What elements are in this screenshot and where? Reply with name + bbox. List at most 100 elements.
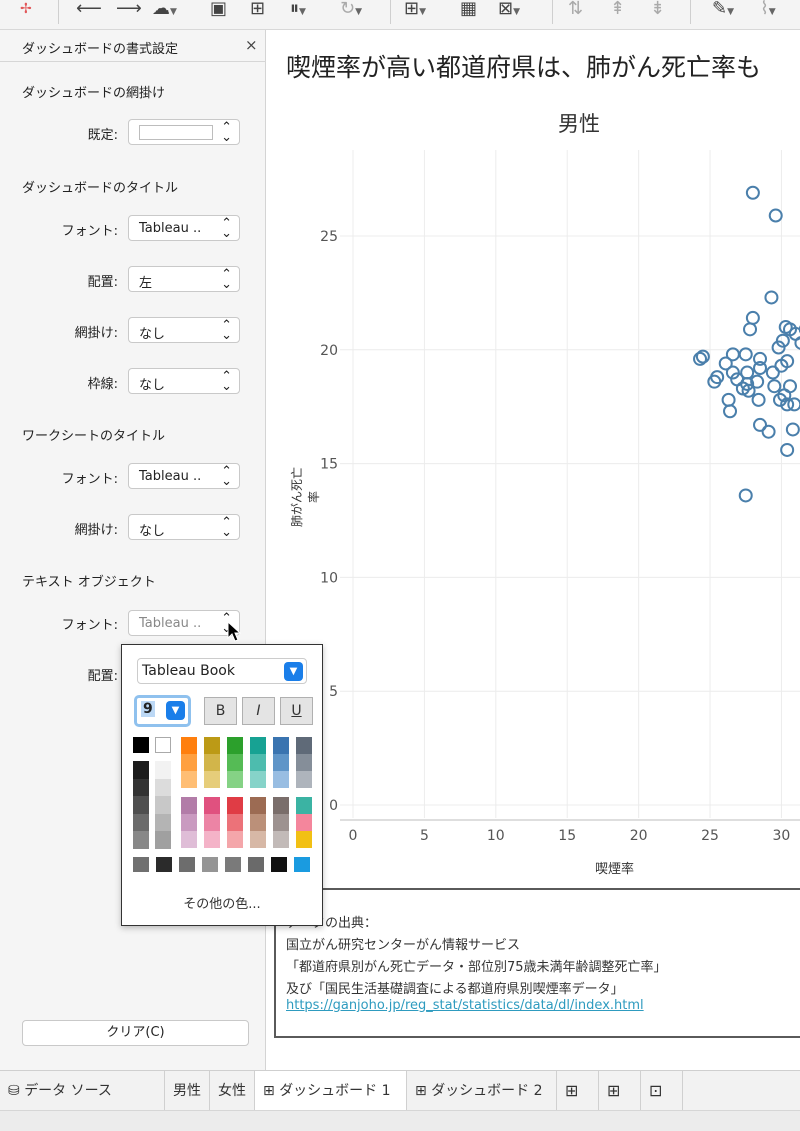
color-swatch[interactable] bbox=[273, 737, 289, 754]
color-swatch[interactable] bbox=[227, 814, 243, 831]
color-swatch[interactable] bbox=[296, 814, 312, 831]
color-swatch-recent[interactable] bbox=[294, 857, 310, 872]
swap-icon[interactable]: ⇅ bbox=[568, 0, 584, 19]
color-swatch[interactable] bbox=[204, 814, 220, 831]
ws-shade-select[interactable]: なし ⌃ ⌄ bbox=[128, 514, 240, 540]
color-swatch[interactable] bbox=[227, 771, 243, 788]
tab-male[interactable]: 男性 bbox=[165, 1071, 210, 1111]
color-swatch[interactable] bbox=[296, 797, 312, 814]
color-swatch[interactable] bbox=[250, 754, 266, 771]
color-swatch-recent[interactable] bbox=[156, 857, 172, 872]
italic-button[interactable]: I bbox=[242, 697, 275, 725]
save-icon[interactable]: ▣ bbox=[210, 0, 228, 19]
text-object-font-select[interactable]: Tableau .. ⌃ ⌄ bbox=[128, 610, 240, 636]
color-swatch-gray[interactable] bbox=[133, 796, 149, 814]
underline-button[interactable]: U bbox=[280, 697, 313, 725]
color-swatch-light-gray[interactable] bbox=[155, 796, 171, 814]
color-swatch[interactable] bbox=[273, 831, 289, 848]
refresh-icon[interactable]: ↻▼ bbox=[340, 0, 363, 19]
highlight-icon[interactable]: ✎▼ bbox=[712, 0, 735, 19]
new-dashboard-icon[interactable]: ⊞ bbox=[599, 1071, 641, 1111]
color-swatch[interactable] bbox=[250, 737, 266, 754]
new-worksheet-icon[interactable]: ⊞ bbox=[250, 0, 266, 19]
color-swatch[interactable] bbox=[296, 771, 312, 788]
color-swatch[interactable] bbox=[204, 737, 220, 754]
title-font-select[interactable]: Tableau .. ⌃ ⌄ bbox=[128, 215, 240, 241]
color-swatch[interactable] bbox=[227, 737, 243, 754]
new-worksheet-icon[interactable]: ⊞ bbox=[557, 1071, 599, 1111]
color-swatch[interactable] bbox=[181, 814, 197, 831]
color-swatch-recent[interactable] bbox=[225, 857, 241, 872]
color-swatch-recent[interactable] bbox=[202, 857, 218, 872]
color-swatch[interactable] bbox=[204, 771, 220, 788]
tab-data-source[interactable]: ⛁ データ ソース bbox=[0, 1071, 165, 1111]
clear-button[interactable]: クリア(C) bbox=[22, 1020, 249, 1046]
color-swatch[interactable] bbox=[296, 831, 312, 848]
color-swatch-light-gray[interactable] bbox=[155, 761, 171, 779]
color-swatch[interactable] bbox=[250, 797, 266, 814]
color-swatch-light-gray[interactable] bbox=[155, 778, 171, 796]
color-swatch[interactable] bbox=[273, 814, 289, 831]
pause-icon[interactable]: ⏸▼ bbox=[290, 0, 306, 19]
title-align-select[interactable]: 左 ⌃ ⌄ bbox=[128, 266, 240, 292]
color-swatch-gray[interactable] bbox=[133, 813, 149, 831]
color-swatch[interactable] bbox=[227, 754, 243, 771]
color-swatch[interactable] bbox=[296, 754, 312, 771]
color-swatch[interactable] bbox=[204, 831, 220, 848]
source-text-object: データの出典： 国立がん研究センターがん情報サービス 「都道府県別がん死亡データ… bbox=[274, 888, 800, 1038]
color-swatch-white[interactable] bbox=[155, 737, 171, 753]
datasource-icon[interactable]: ☁▼ bbox=[152, 0, 177, 19]
color-swatch-black[interactable] bbox=[133, 737, 149, 753]
font-family-select[interactable]: Tableau Book ▼ bbox=[137, 658, 307, 684]
tableau-logo-icon[interactable]: ✢ bbox=[20, 1, 32, 17]
color-swatch-light-gray[interactable] bbox=[155, 831, 171, 849]
close-icon[interactable]: × bbox=[245, 36, 258, 54]
color-swatch[interactable] bbox=[204, 797, 220, 814]
source-link[interactable]: https://ganjoho.jp/reg_stat/statistics/d… bbox=[286, 998, 644, 1013]
title-shade-select[interactable]: なし ⌃ ⌄ bbox=[128, 317, 240, 343]
color-swatch[interactable] bbox=[181, 831, 197, 848]
more-colors-link[interactable]: その他の色... bbox=[183, 897, 261, 912]
new-story-icon[interactable]: ⊡ bbox=[641, 1071, 683, 1111]
tab-female[interactable]: 女性 bbox=[210, 1071, 255, 1111]
color-swatch-recent[interactable] bbox=[248, 857, 264, 872]
duplicate-icon[interactable]: ▦ bbox=[460, 0, 478, 19]
ws-font-select[interactable]: Tableau .. ⌃ ⌄ bbox=[128, 463, 240, 489]
color-swatch[interactable] bbox=[250, 814, 266, 831]
sort-asc-icon[interactable]: ⇞ bbox=[610, 0, 626, 19]
color-swatch[interactable] bbox=[181, 771, 197, 788]
color-swatch-light-gray[interactable] bbox=[155, 813, 171, 831]
color-swatch-recent[interactable] bbox=[271, 857, 287, 872]
font-size-select[interactable]: 9 ▼ bbox=[134, 695, 191, 727]
new-sheet-icon[interactable]: ⊞▼ bbox=[404, 0, 427, 19]
color-swatch[interactable] bbox=[273, 797, 289, 814]
sort-desc-icon[interactable]: ⇟ bbox=[650, 0, 666, 19]
color-swatch[interactable] bbox=[204, 754, 220, 771]
attach-icon[interactable]: ⌇▼ bbox=[760, 0, 776, 19]
color-swatch[interactable] bbox=[227, 831, 243, 848]
color-swatch[interactable] bbox=[273, 771, 289, 788]
tab-dashboard-1[interactable]: ⊞ ダッシュボード 1 bbox=[255, 1071, 407, 1111]
title-border-select[interactable]: なし ⌃ ⌄ bbox=[128, 368, 240, 394]
color-swatch-recent[interactable] bbox=[179, 857, 195, 872]
color-swatch[interactable] bbox=[250, 771, 266, 788]
clear-sheet-icon[interactable]: ⊠▼ bbox=[498, 0, 521, 19]
back-arrow-icon[interactable]: ⟵ bbox=[76, 0, 102, 19]
color-swatch[interactable] bbox=[181, 737, 197, 754]
color-swatch[interactable] bbox=[273, 754, 289, 771]
toolbar-separator bbox=[390, 0, 391, 24]
color-swatch[interactable] bbox=[181, 754, 197, 771]
color-swatch[interactable] bbox=[181, 797, 197, 814]
color-swatch[interactable] bbox=[250, 831, 266, 848]
tab-dashboard-2[interactable]: ⊞ ダッシュボード 2 bbox=[407, 1071, 557, 1111]
color-swatch[interactable] bbox=[227, 797, 243, 814]
color-swatch-recent[interactable] bbox=[133, 857, 149, 872]
color-swatch-gray[interactable] bbox=[133, 831, 149, 849]
x-tick-label: 20 bbox=[630, 828, 648, 844]
shading-default-select[interactable]: ⌃ ⌄ bbox=[128, 119, 240, 145]
bold-button[interactable]: B bbox=[204, 697, 237, 725]
color-swatch-gray[interactable] bbox=[133, 761, 149, 779]
color-swatch[interactable] bbox=[296, 737, 312, 754]
forward-arrow-icon[interactable]: ⟶ bbox=[116, 0, 142, 19]
color-swatch-gray[interactable] bbox=[133, 778, 149, 796]
